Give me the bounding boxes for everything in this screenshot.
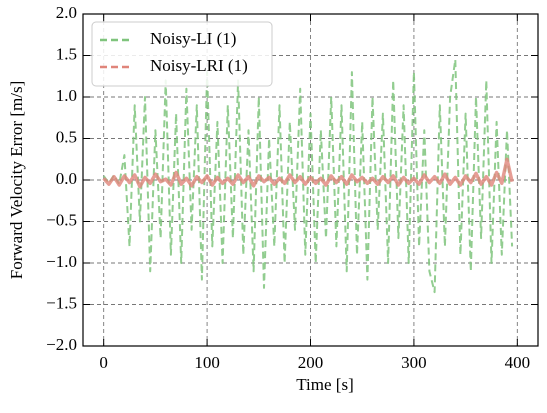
y-tick-label: −1.5 <box>46 293 77 312</box>
y-tick-label: −0.5 <box>46 210 77 229</box>
data-line <box>102 58 514 294</box>
legend-box <box>91 21 273 87</box>
data-line <box>102 157 514 189</box>
x-tick-label: 200 <box>298 353 324 372</box>
y-tick-label: −2.0 <box>46 335 77 354</box>
x-tick-label: 400 <box>505 353 531 372</box>
x-tick-label: 0 <box>99 353 108 372</box>
x-tick-label: 100 <box>194 353 220 372</box>
x-tick-label: 300 <box>401 353 427 372</box>
plot-frame <box>82 13 539 347</box>
y-tick-label: 1.5 <box>56 44 77 63</box>
y-axis-label: Forward Velocity Error [m/s] <box>7 81 26 279</box>
legend-label: Noisy-LRI (1) <box>150 56 248 75</box>
y-tick-label: 0.5 <box>56 127 77 146</box>
legend-label: Noisy-LI (1) <box>150 29 236 48</box>
y-tick-label: 0.0 <box>56 169 77 188</box>
y-tick-label: 1.0 <box>56 86 77 105</box>
y-tick-label: −1.0 <box>46 252 77 271</box>
x-axis-label: Time [s] <box>296 375 353 394</box>
y-tick-label: 2.0 <box>56 3 77 22</box>
